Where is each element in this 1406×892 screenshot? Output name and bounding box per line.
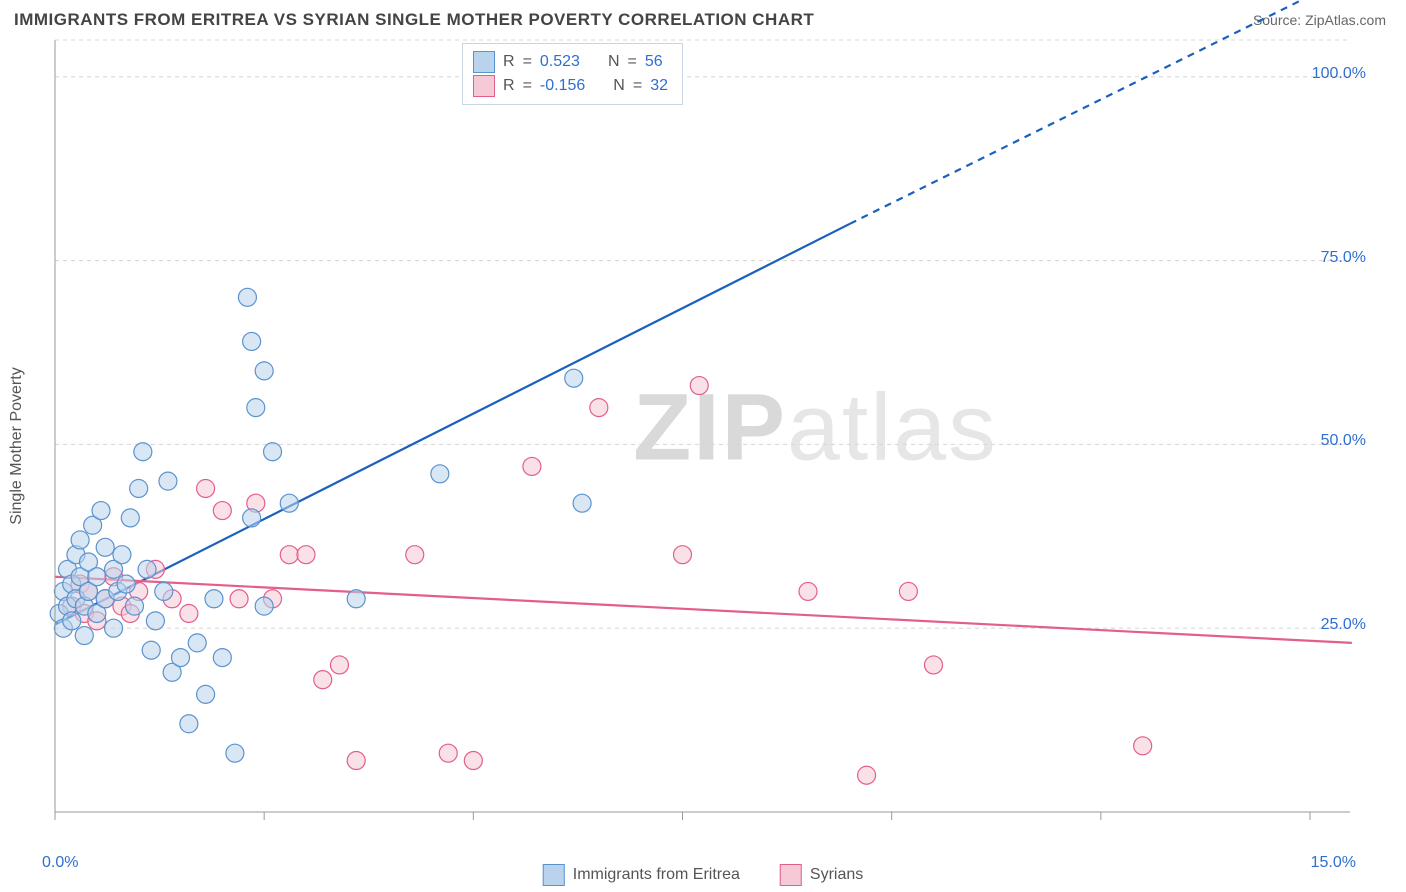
r-value-a: 0.523 <box>540 50 580 74</box>
chart-container: IMMIGRANTS FROM ERITREA VS SYRIAN SINGLE… <box>0 0 1406 892</box>
swatch-icon <box>780 864 802 886</box>
n-value-b: 32 <box>650 74 668 98</box>
series-legend: Immigrants from Eritrea Syrians <box>543 864 864 886</box>
series-a-name: Immigrants from Eritrea <box>573 866 740 884</box>
legend-item-b: Syrians <box>780 864 863 886</box>
series-b-name: Syrians <box>810 866 863 884</box>
y-tick-label: 50.0% <box>1321 432 1366 450</box>
y-tick-label: 100.0% <box>1312 65 1366 83</box>
legend-row-series-a: R = 0.523 N = 56 <box>473 50 668 74</box>
x-axis-min-label: 0.0% <box>42 854 78 872</box>
swatch-icon <box>543 864 565 886</box>
r-label: R <box>503 50 515 74</box>
n-value-a: 56 <box>645 50 663 74</box>
x-axis-max-label: 15.0% <box>1311 854 1356 872</box>
legend-row-series-b: R = -0.156 N = 32 <box>473 74 668 98</box>
swatch-icon <box>473 51 495 73</box>
correlation-legend: R = 0.523 N = 56 R = -0.156 N = 32 <box>462 43 683 105</box>
swatch-icon <box>473 75 495 97</box>
y-tick-label: 75.0% <box>1321 249 1366 267</box>
r-value-b: -0.156 <box>540 74 585 98</box>
legend-item-a: Immigrants from Eritrea <box>543 864 740 886</box>
scatter-plot <box>0 0 1406 892</box>
y-tick-label: 25.0% <box>1321 616 1366 634</box>
n-label: N <box>608 50 620 74</box>
